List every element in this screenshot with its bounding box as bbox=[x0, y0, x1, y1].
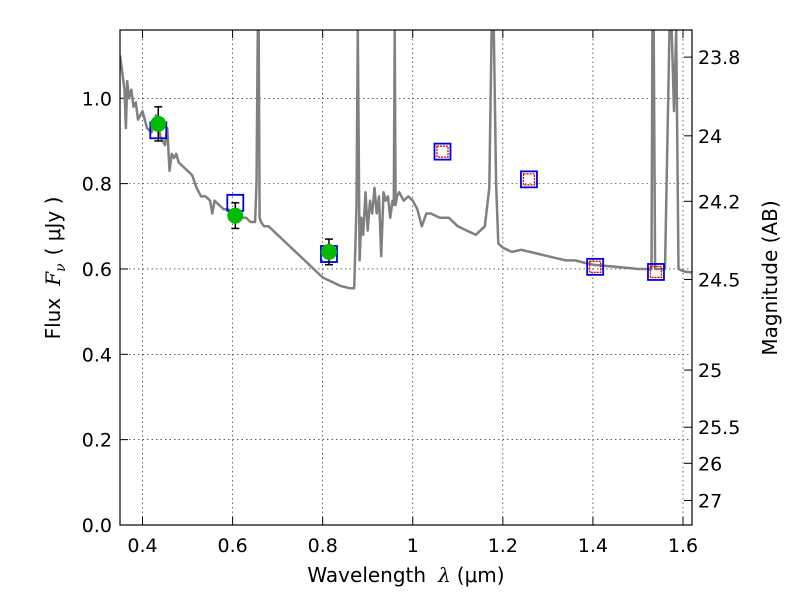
observed-point bbox=[227, 207, 244, 224]
y-tick-label: 1.0 bbox=[82, 88, 112, 110]
x-tick-label: 1.6 bbox=[668, 535, 698, 557]
y-label-subscript: ν bbox=[53, 263, 69, 272]
x-tick-label: 1 bbox=[407, 535, 419, 557]
upper-limit-square bbox=[589, 260, 602, 273]
model-square bbox=[433, 142, 452, 161]
observed-point bbox=[150, 115, 167, 132]
x-tick-label: 1.4 bbox=[578, 535, 608, 557]
right-tick-label: 27 bbox=[698, 490, 722, 512]
y-tick-label: 0.2 bbox=[82, 430, 112, 452]
right-tick-label: 24.2 bbox=[698, 191, 740, 213]
right-tick-label: 24.5 bbox=[698, 269, 740, 291]
tick-labels: 0.4 0.6 0.8 1 1.2 1.4 1.6 0.0 0.2 0.4 0.6 0.8 1.0 23.… bbox=[82, 47, 741, 557]
x-tick-label: 1.2 bbox=[488, 535, 518, 557]
x-axis-label: Wavelength λ (μm) bbox=[307, 563, 504, 587]
y-label-prefix: Flux bbox=[41, 298, 65, 340]
y-label-symbol: F bbox=[41, 271, 65, 287]
right-tick-label: 24 bbox=[698, 126, 722, 148]
right-tick-label: 25.5 bbox=[698, 417, 740, 439]
y-tick-label: 0.6 bbox=[82, 259, 112, 281]
upper-limit-square bbox=[522, 173, 536, 186]
y-tick-label: 0.4 bbox=[82, 344, 112, 366]
right-tick-label: 25 bbox=[698, 360, 722, 382]
x-label-symbol: λ bbox=[437, 563, 451, 587]
model-square bbox=[586, 257, 605, 276]
right-tick-label: 26 bbox=[698, 453, 722, 475]
y-tick-label: 0.0 bbox=[82, 515, 112, 537]
model-square bbox=[520, 170, 538, 189]
observed-point bbox=[320, 243, 337, 260]
x-label-prefix: Wavelength bbox=[307, 563, 426, 587]
x-tick-label: 0.4 bbox=[127, 535, 157, 557]
x-tick-label: 0.6 bbox=[217, 535, 247, 557]
x-label-unit: (μm) bbox=[457, 563, 505, 587]
y-tick-label: 0.8 bbox=[82, 174, 112, 196]
right-tick-label: 23.8 bbox=[698, 47, 740, 69]
y-label-unit: ( μJy ) bbox=[41, 197, 65, 256]
x-tick-label: 0.8 bbox=[308, 535, 338, 557]
plot-content bbox=[120, 30, 692, 290]
upper-limit-square bbox=[436, 145, 449, 158]
plot-frame bbox=[119, 29, 693, 526]
right-axis-label: Magnitude (AB) bbox=[758, 200, 782, 355]
upper-limit-square bbox=[649, 265, 663, 279]
y-axis-label: Flux Fν ( μJy ) bbox=[41, 197, 69, 340]
spectrum-line bbox=[120, 30, 692, 290]
model-square bbox=[647, 263, 665, 281]
